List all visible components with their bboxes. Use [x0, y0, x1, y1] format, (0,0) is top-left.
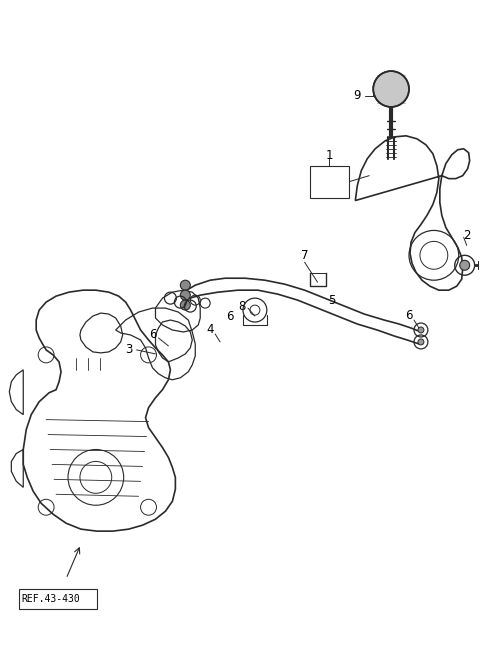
Text: 6: 6 [226, 310, 234, 323]
Circle shape [180, 280, 190, 290]
Text: 1: 1 [326, 149, 333, 162]
Circle shape [418, 327, 424, 333]
Text: 6: 6 [405, 308, 413, 321]
Circle shape [418, 339, 424, 345]
Text: 4: 4 [206, 323, 214, 337]
Text: REF.43-430: REF.43-430 [21, 594, 80, 604]
Bar [19, 589, 97, 609]
Circle shape [460, 260, 469, 270]
Text: 6: 6 [149, 329, 156, 342]
Circle shape [180, 300, 190, 310]
Bar [310, 166, 349, 197]
Text: 9: 9 [354, 89, 361, 102]
Text: 7: 7 [301, 249, 308, 262]
Circle shape [373, 71, 409, 107]
Text: 8: 8 [238, 300, 246, 313]
Text: 2: 2 [463, 229, 471, 242]
Text: 3: 3 [125, 343, 132, 356]
Circle shape [180, 290, 190, 300]
Text: 5: 5 [328, 294, 335, 306]
